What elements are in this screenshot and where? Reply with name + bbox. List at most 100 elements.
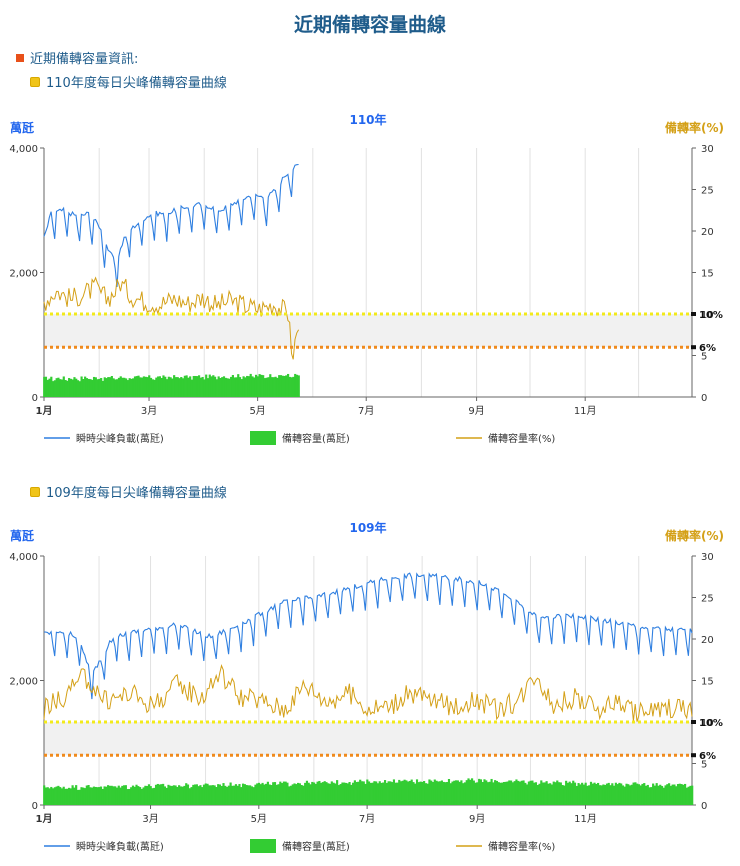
capacity-bar bbox=[639, 785, 642, 805]
capacity-bar bbox=[556, 780, 559, 805]
capacity-bar bbox=[485, 780, 488, 805]
capacity-bar bbox=[108, 377, 112, 397]
capacity-bar bbox=[298, 783, 301, 805]
capacity-bar bbox=[472, 780, 475, 805]
capacity-bar bbox=[212, 375, 215, 397]
capacity-bar bbox=[353, 780, 356, 805]
capacity-bar bbox=[151, 788, 154, 805]
capacity-bar bbox=[254, 374, 258, 397]
bullet-square-icon bbox=[16, 53, 24, 62]
capacity-bar bbox=[408, 780, 412, 805]
rate-series-line bbox=[43, 663, 693, 722]
capacity-bar bbox=[643, 783, 646, 805]
capacity-bar bbox=[396, 782, 399, 805]
capacity-bar bbox=[276, 377, 279, 397]
capacity-bar bbox=[439, 781, 442, 805]
capacity-bar bbox=[568, 781, 571, 805]
capacity-bar bbox=[222, 376, 226, 397]
section-109-label: 109年度每日尖峰備轉容量曲線 bbox=[46, 486, 227, 501]
capacity-bar bbox=[682, 784, 685, 805]
capacity-bar bbox=[206, 783, 209, 805]
capacity-bar bbox=[101, 380, 105, 397]
capacity-bar bbox=[565, 780, 568, 805]
reference-marker bbox=[691, 720, 696, 724]
capacity-bar bbox=[375, 781, 378, 805]
section-link-109[interactable]: 109年度每日尖峰備轉容量曲線 bbox=[30, 482, 227, 501]
capacity-bar bbox=[138, 787, 142, 805]
capacity-bar bbox=[302, 785, 305, 805]
capacity-bar bbox=[492, 782, 495, 805]
capacity-bar bbox=[87, 785, 90, 805]
load-series-line bbox=[43, 572, 693, 700]
capacity-bar bbox=[285, 375, 288, 397]
reference-label: 6% bbox=[699, 751, 716, 762]
y-tick-label: 0 bbox=[32, 801, 38, 812]
capacity-bar bbox=[225, 786, 229, 805]
capacity-bar bbox=[359, 779, 362, 805]
capacity-bar bbox=[210, 376, 213, 397]
capacity-bar bbox=[187, 377, 190, 397]
reference-label: 10% bbox=[699, 718, 723, 729]
capacity-bar bbox=[240, 787, 243, 805]
capacity-bar bbox=[170, 786, 174, 805]
capacity-bar bbox=[119, 376, 122, 397]
capacity-bar bbox=[401, 780, 404, 805]
capacity-bar bbox=[433, 779, 436, 805]
capacity-bar bbox=[575, 785, 578, 805]
capacity-bar bbox=[217, 376, 220, 397]
capacity-bar bbox=[430, 780, 433, 805]
capacity-bar bbox=[135, 376, 138, 397]
capacity-bar bbox=[453, 780, 456, 805]
capacity-bar bbox=[435, 780, 438, 805]
capacity-bar bbox=[300, 785, 303, 805]
capacity-bar bbox=[274, 376, 277, 397]
x-tick-label: 1月 bbox=[36, 405, 53, 417]
capacity-bar bbox=[71, 785, 74, 805]
capacity-bar bbox=[659, 784, 662, 805]
capacity-bar bbox=[204, 783, 207, 805]
y2-tick-label: 5 bbox=[701, 352, 707, 363]
capacity-bar bbox=[424, 783, 427, 805]
x-tick-label: 5月 bbox=[251, 813, 267, 825]
capacity-bar bbox=[426, 783, 429, 805]
capacity-bar bbox=[105, 786, 108, 805]
capacity-bar bbox=[176, 786, 179, 805]
capacity-bar bbox=[293, 783, 296, 805]
capacity-bar bbox=[316, 781, 319, 805]
capacity-bar bbox=[89, 787, 92, 805]
capacity-bar bbox=[112, 378, 115, 397]
capacity-bar bbox=[194, 784, 197, 805]
capacity-bar bbox=[398, 779, 401, 805]
capacity-bar bbox=[334, 783, 337, 805]
capacity-bar bbox=[490, 778, 493, 805]
capacity-bar bbox=[627, 784, 630, 805]
capacity-bar bbox=[462, 783, 465, 805]
capacity-bar bbox=[341, 782, 344, 805]
capacity-bar bbox=[76, 789, 80, 805]
section-link-110[interactable]: 110年度每日尖峰備轉容量曲線 bbox=[30, 72, 227, 91]
capacity-bar bbox=[43, 376, 46, 397]
capacity-bar bbox=[92, 376, 96, 397]
capacity-bar bbox=[100, 378, 103, 397]
capacity-bar bbox=[60, 788, 64, 805]
capacity-bar bbox=[330, 781, 333, 805]
capacity-bar bbox=[237, 374, 240, 397]
capacity-bar bbox=[421, 781, 424, 805]
capacity-bar bbox=[685, 787, 688, 805]
capacity-bar bbox=[44, 787, 48, 805]
capacity-bar bbox=[158, 784, 161, 805]
capacity-bar bbox=[684, 783, 687, 805]
capacity-bar bbox=[579, 784, 582, 805]
capacity-bar bbox=[183, 375, 186, 397]
capacity-bar bbox=[655, 783, 658, 805]
capacity-bar bbox=[91, 787, 94, 805]
capacity-bar bbox=[121, 377, 124, 397]
capacity-bar bbox=[383, 780, 387, 805]
capacity-bar bbox=[561, 785, 564, 805]
capacity-bar bbox=[288, 376, 291, 397]
capacity-bar bbox=[632, 782, 635, 805]
capacity-bar bbox=[662, 787, 665, 805]
capacity-bar bbox=[387, 781, 390, 805]
capacity-bar bbox=[636, 783, 639, 805]
capacity-bar bbox=[107, 377, 110, 397]
